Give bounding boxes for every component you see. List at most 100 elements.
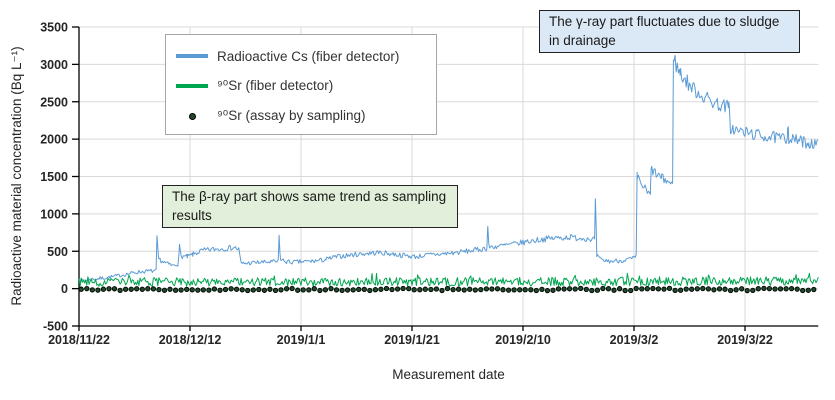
sampling-dot (272, 287, 279, 294)
sampling-dot (311, 286, 317, 292)
sampling-dot (122, 286, 129, 292)
legend: Radioactive Cs (fiber detector) ⁹⁰Sr (fi… (165, 34, 437, 135)
sampling-dot (467, 286, 473, 292)
y-tick-label: 2500 (40, 95, 68, 109)
sampling-dot (367, 287, 373, 294)
sampling-dot (139, 286, 145, 292)
sampling-dot (578, 285, 584, 292)
sampling-dot (350, 287, 356, 293)
annotation-beta-ray: The β-ray part shows same trend as sampl… (162, 185, 458, 229)
sampling-dot (572, 286, 578, 292)
sampling-dot (84, 285, 90, 292)
sr-dot-swatch (176, 112, 208, 120)
sampling-dot (156, 286, 162, 293)
sampling-dot (561, 286, 567, 292)
sampling-dot (478, 286, 484, 293)
sampling-dot (89, 287, 95, 293)
sampling-dot (145, 286, 151, 292)
sampling-dot (178, 287, 184, 293)
sampling-dot (472, 287, 478, 293)
sampling-dot (677, 287, 684, 293)
sampling-dot (239, 287, 245, 293)
sampling-dot (111, 286, 118, 292)
legend-item-sr-fiber: ⁹⁰Sr (fiber detector) (166, 71, 436, 101)
sampling-dot (211, 286, 218, 292)
x-tick-label: 2019/3/2 (610, 333, 659, 347)
sampling-dot (333, 287, 340, 293)
sampling-dot (500, 287, 506, 293)
x-tick-label: 2019/3/22 (717, 333, 773, 347)
legend-item-sr-sampling: ⁹⁰Sr (assay by sampling) (166, 101, 436, 131)
series-line-sr (78, 272, 819, 287)
legend-label-cs: Radioactive Cs (fiber detector) (217, 48, 400, 64)
sampling-dot (339, 287, 345, 294)
legend-label-sr-sampling: ⁹⁰Sr (assay by sampling) (217, 108, 366, 123)
annotation-gamma-ray: The γ-ray part fluctuates due to sludge … (539, 10, 800, 54)
sampling-dot (389, 286, 395, 293)
sampling-dot (733, 287, 739, 293)
sampling-dot (722, 286, 728, 292)
sampling-dot (411, 287, 417, 293)
sampling-dot (267, 286, 273, 292)
sampling-dot (450, 286, 456, 293)
sampling-dot (655, 286, 662, 292)
sampling-dot (117, 287, 123, 294)
sampling-dot (483, 286, 490, 292)
sampling-dot (800, 287, 806, 294)
sampling-dot (639, 286, 645, 292)
sampling-dot (322, 287, 329, 293)
sampling-dot (250, 287, 256, 293)
sampling-dot (589, 287, 595, 294)
y-tick-label: 1000 (40, 207, 68, 221)
sampling-dot (772, 286, 778, 292)
sampling-dot (256, 286, 262, 293)
sampling-dot (788, 285, 795, 292)
y-tick-label: 500 (47, 245, 68, 259)
sampling-dot (744, 287, 750, 294)
sampling-dot (283, 286, 290, 292)
x-tick-label: 2019/2/10 (495, 333, 551, 347)
sampling-dot (566, 286, 573, 292)
sampling-dot (245, 287, 251, 294)
sampling-dot (650, 285, 656, 292)
sampling-dot (777, 286, 784, 292)
y-tick-label: -500 (43, 320, 68, 334)
sampling-dot (328, 285, 334, 292)
sampling-dot (439, 287, 445, 294)
sampling-dot (378, 286, 384, 292)
sampling-dot (644, 286, 650, 292)
sampling-dot (811, 286, 817, 293)
sampling-dot (222, 286, 229, 293)
sampling-dot (261, 287, 268, 293)
sampling-dot (628, 287, 634, 294)
sampling-dot (394, 286, 401, 292)
sampling-dot (666, 285, 673, 292)
sampling-dot (622, 287, 628, 294)
sampling-dot (689, 286, 695, 292)
sampling-dot (206, 287, 212, 293)
sampling-dot (295, 287, 301, 293)
sampling-dot (711, 287, 717, 293)
sampling-dot (716, 286, 723, 292)
y-tick-label: 0 (61, 282, 68, 296)
sampling-dot (150, 286, 157, 292)
sampling-dot (661, 286, 667, 292)
x-tick-label: 2019/1/1 (277, 333, 326, 347)
sampling-dot (600, 285, 606, 292)
sampling-dot (233, 286, 240, 292)
sampling-dot (200, 287, 206, 293)
sampling-dot (739, 286, 745, 292)
sampling-dot (700, 285, 706, 292)
sampling-dot (611, 287, 617, 293)
sampling-dot (805, 287, 811, 293)
sampling-dot (489, 286, 495, 292)
cs-line-swatch (176, 54, 208, 58)
sampling-dot (406, 285, 412, 292)
sampling-dot (134, 286, 140, 292)
sampling-dot (766, 285, 773, 292)
sampling-dot (794, 286, 800, 292)
sampling-dot (361, 286, 367, 293)
series (78, 54, 819, 294)
sampling-dot (433, 286, 440, 292)
y-tick-label: 3500 (40, 21, 68, 35)
